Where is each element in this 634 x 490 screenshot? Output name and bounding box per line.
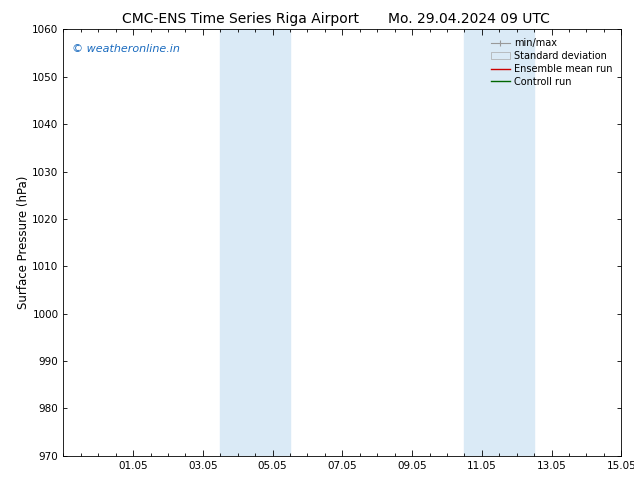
Y-axis label: Surface Pressure (hPa): Surface Pressure (hPa) bbox=[16, 176, 30, 309]
Legend: min/max, Standard deviation, Ensemble mean run, Controll run: min/max, Standard deviation, Ensemble me… bbox=[487, 34, 616, 91]
Text: © weatheronline.in: © weatheronline.in bbox=[72, 44, 179, 54]
Bar bbox=[464, 29, 534, 456]
Bar bbox=[221, 29, 290, 456]
Text: Mo. 29.04.2024 09 UTC: Mo. 29.04.2024 09 UTC bbox=[388, 12, 550, 26]
Text: CMC-ENS Time Series Riga Airport: CMC-ENS Time Series Riga Airport bbox=[122, 12, 359, 26]
